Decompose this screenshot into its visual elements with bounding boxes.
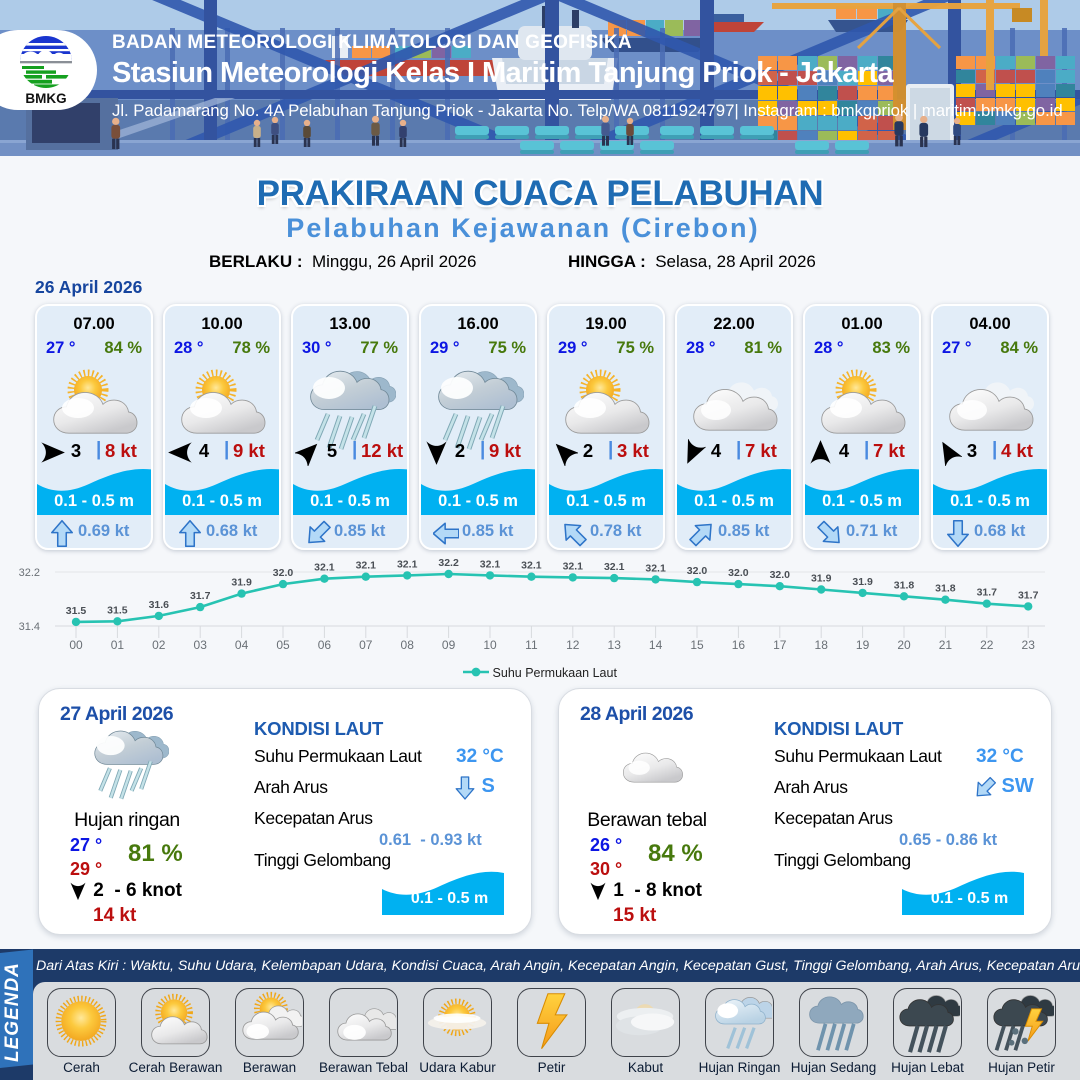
svg-text:32.0: 32.0 bbox=[273, 567, 294, 579]
svg-text:22: 22 bbox=[980, 638, 994, 652]
svg-text:31.9: 31.9 bbox=[231, 577, 252, 589]
svg-text:02: 02 bbox=[152, 638, 166, 652]
svg-text:31.9: 31.9 bbox=[811, 573, 832, 585]
svg-text:32.2: 32.2 bbox=[19, 567, 40, 579]
svg-text:32.1: 32.1 bbox=[356, 560, 377, 572]
svg-text:12: 12 bbox=[566, 638, 580, 652]
svg-text:18: 18 bbox=[815, 638, 829, 652]
svg-text:31.5: 31.5 bbox=[66, 605, 87, 617]
svg-text:31.5: 31.5 bbox=[107, 604, 128, 616]
svg-text:31.4: 31.4 bbox=[19, 621, 40, 633]
svg-text:31.8: 31.8 bbox=[935, 583, 956, 595]
svg-text:32.1: 32.1 bbox=[397, 558, 418, 570]
svg-text:10: 10 bbox=[483, 638, 497, 652]
svg-text:00: 00 bbox=[69, 638, 83, 652]
svg-text:05: 05 bbox=[276, 638, 290, 652]
svg-text:32.1: 32.1 bbox=[563, 560, 584, 572]
svg-text:14: 14 bbox=[649, 638, 663, 652]
svg-text:21: 21 bbox=[939, 638, 953, 652]
svg-text:BMKG: BMKG bbox=[25, 91, 66, 106]
svg-text:06: 06 bbox=[318, 638, 332, 652]
svg-text:13: 13 bbox=[608, 638, 622, 652]
svg-text:16: 16 bbox=[732, 638, 746, 652]
svg-text:03: 03 bbox=[194, 638, 208, 652]
svg-text:32.2: 32.2 bbox=[438, 557, 459, 569]
svg-text:32.1: 32.1 bbox=[645, 562, 666, 574]
svg-text:15: 15 bbox=[690, 638, 704, 652]
svg-text:20: 20 bbox=[897, 638, 911, 652]
svg-text:31.7: 31.7 bbox=[977, 587, 998, 599]
svg-text:32.1: 32.1 bbox=[521, 560, 542, 572]
svg-text:32.0: 32.0 bbox=[728, 567, 749, 579]
svg-text:31.8: 31.8 bbox=[894, 579, 915, 591]
svg-text:04: 04 bbox=[235, 638, 249, 652]
svg-text:11: 11 bbox=[525, 638, 538, 652]
svg-text:07: 07 bbox=[359, 638, 373, 652]
svg-text:32.0: 32.0 bbox=[687, 565, 708, 577]
svg-text:31.9: 31.9 bbox=[852, 576, 873, 588]
svg-text:19: 19 bbox=[856, 638, 870, 652]
svg-text:09: 09 bbox=[442, 638, 456, 652]
svg-text:31.7: 31.7 bbox=[1018, 589, 1039, 601]
svg-text:01: 01 bbox=[111, 638, 125, 652]
svg-text:17: 17 bbox=[773, 638, 787, 652]
svg-text:31.7: 31.7 bbox=[190, 590, 211, 602]
svg-text:32.0: 32.0 bbox=[770, 569, 791, 581]
svg-text:32.1: 32.1 bbox=[604, 561, 625, 573]
svg-text:23: 23 bbox=[1022, 638, 1036, 652]
svg-text:32.1: 32.1 bbox=[314, 562, 335, 574]
svg-text:32.1: 32.1 bbox=[480, 558, 501, 570]
svg-text:31.6: 31.6 bbox=[149, 599, 170, 611]
svg-text:08: 08 bbox=[401, 638, 415, 652]
